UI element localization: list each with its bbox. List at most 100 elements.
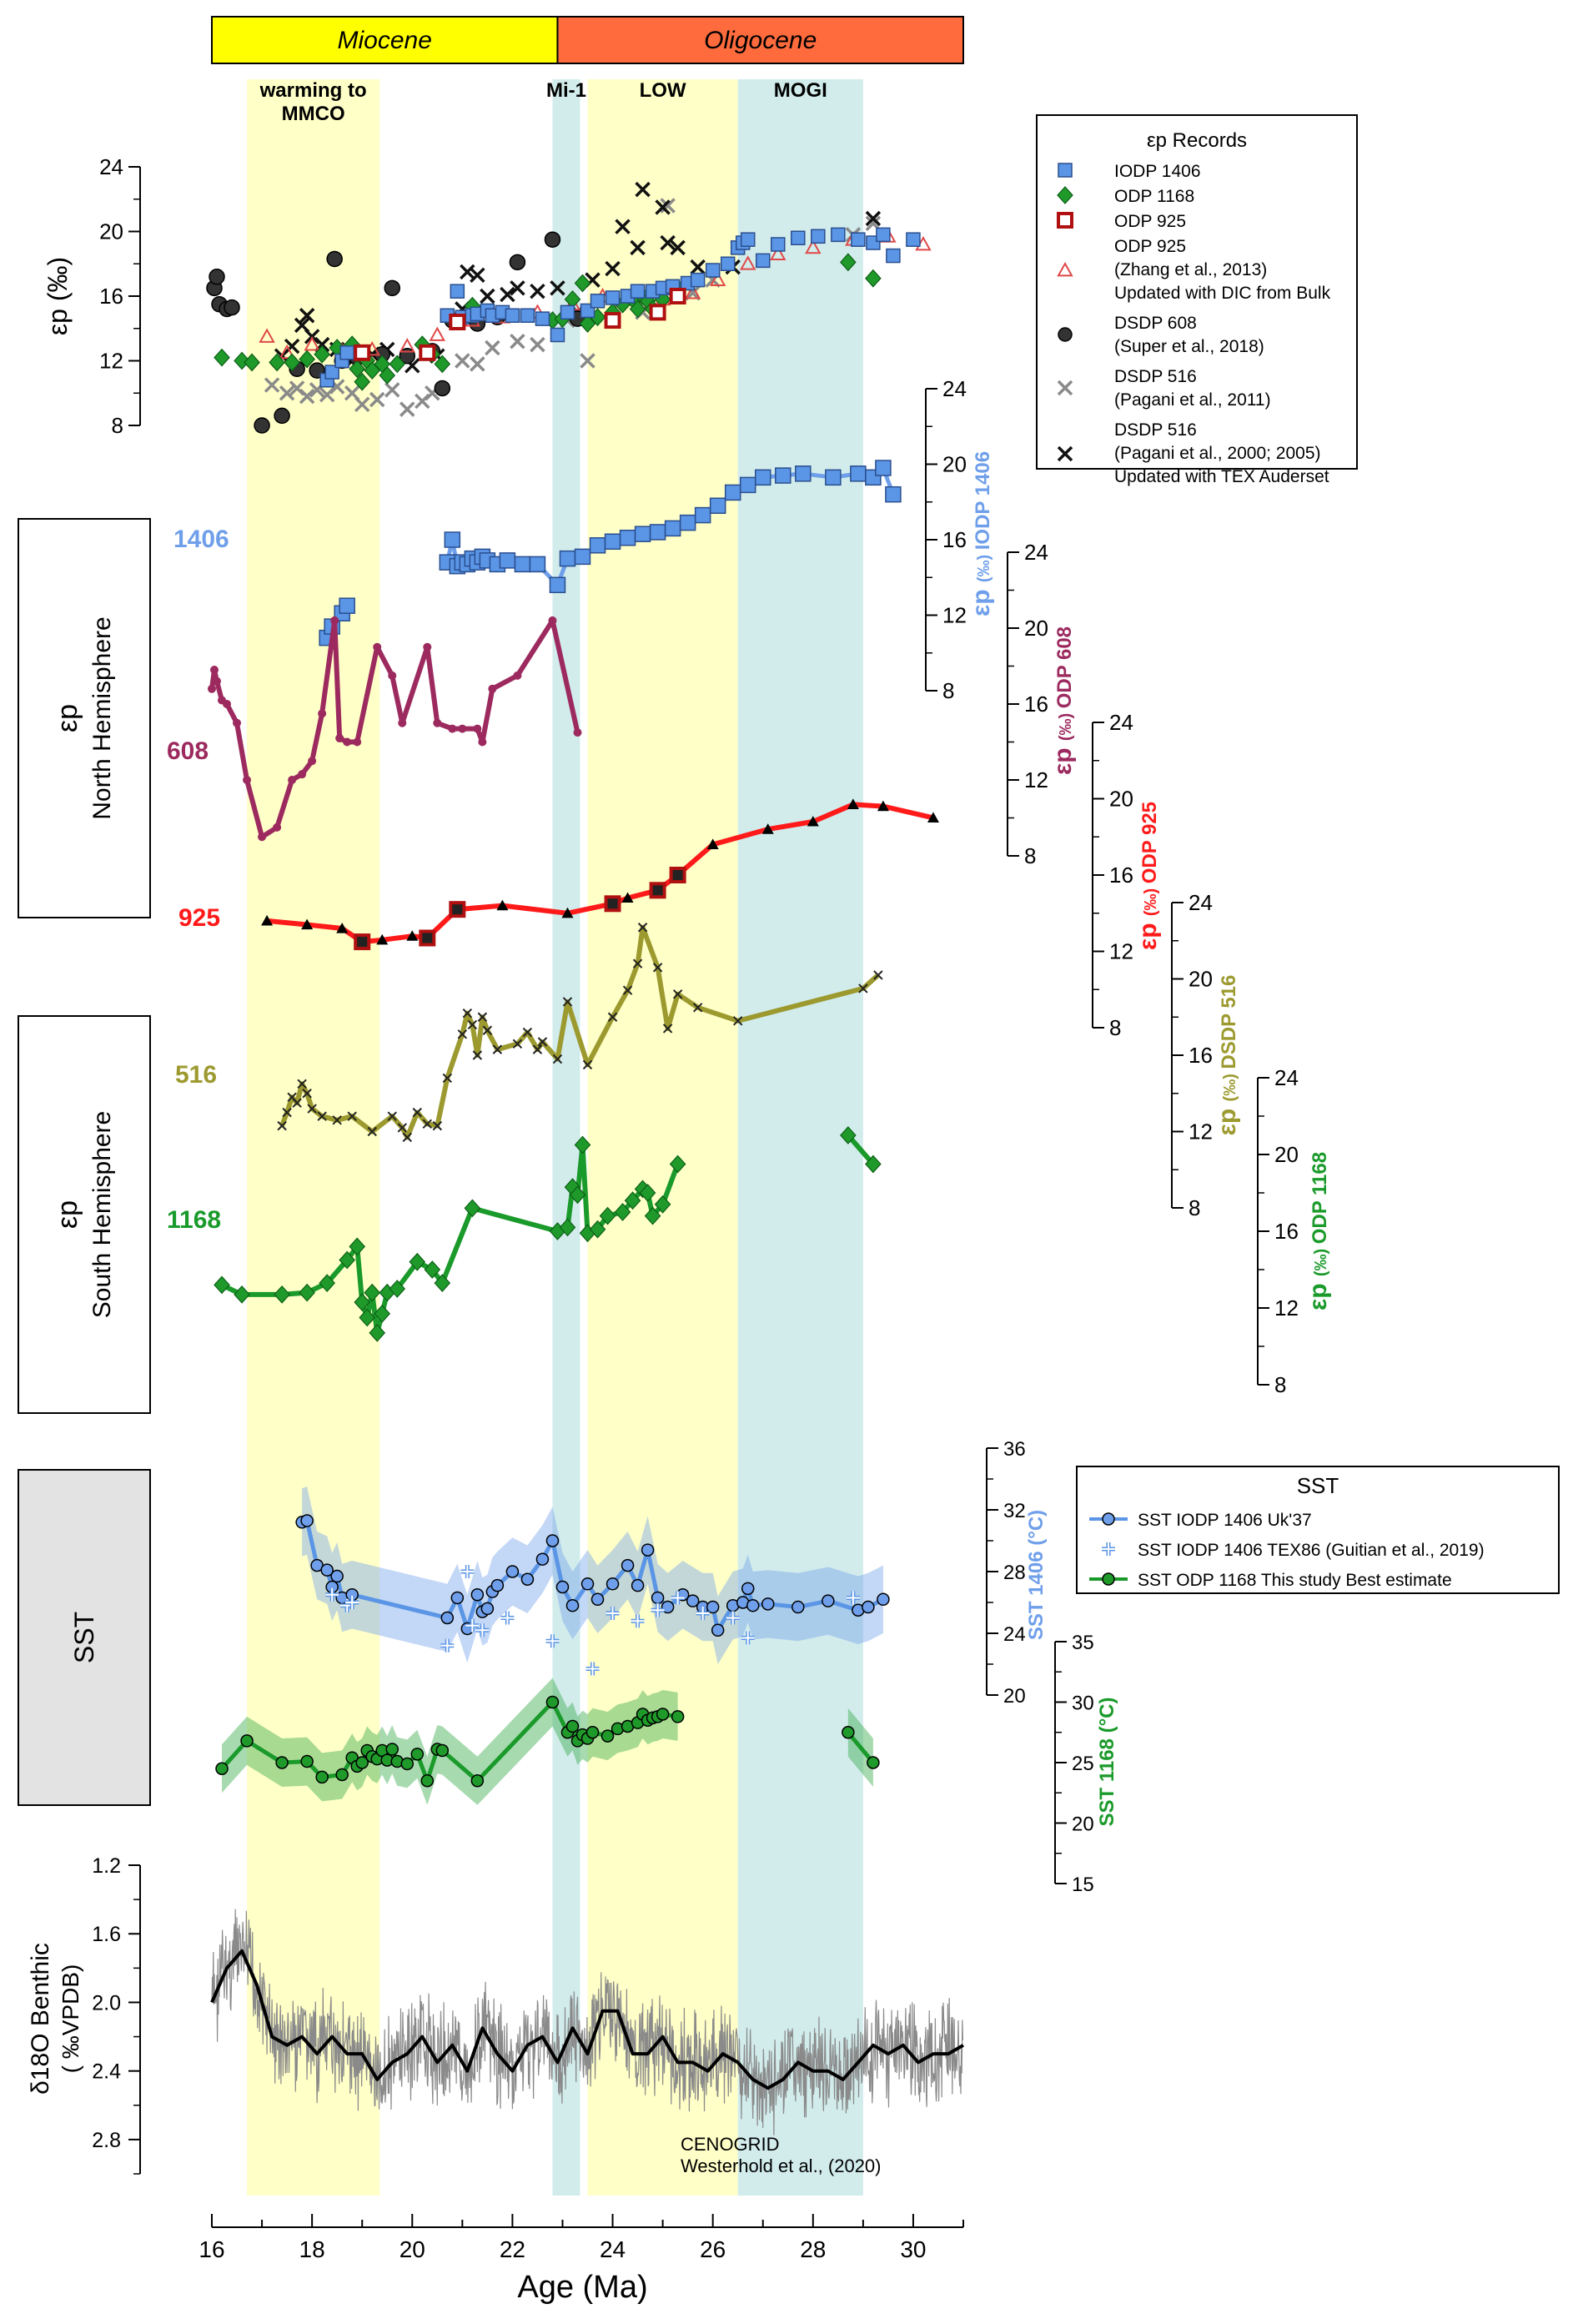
x-tick-label: 20 xyxy=(400,2236,425,2262)
ep-point-s5 xyxy=(455,353,470,369)
ep-point-s6 xyxy=(690,259,706,275)
ax1168-title: εp (‰) ODP 1168 xyxy=(1304,1152,1332,1310)
series-516-point xyxy=(522,1027,533,1038)
sst1406-point xyxy=(440,1611,455,1625)
ep-point-s4 xyxy=(209,269,225,285)
ax1168-tick-label: 8 xyxy=(1274,1372,1286,1397)
sst1168-point xyxy=(315,1770,329,1784)
series-516-point xyxy=(367,1126,377,1137)
ax608-tick-label: 12 xyxy=(1024,767,1048,792)
ax925-tick-label: 16 xyxy=(1109,863,1133,888)
series-608-point xyxy=(330,616,339,625)
sst1406-point xyxy=(741,1582,755,1596)
series-1406-point xyxy=(619,529,636,546)
series-516-point xyxy=(562,997,573,1007)
series-516-point xyxy=(302,1089,312,1099)
series-1168-point xyxy=(569,1185,586,1205)
series-1406-point xyxy=(604,533,621,551)
series-925-point xyxy=(621,892,634,903)
interval-label-line: MOGI xyxy=(774,79,827,102)
series-516-point xyxy=(582,1059,593,1070)
series-608-point xyxy=(223,700,232,708)
series-608-point xyxy=(343,737,352,747)
ep-compilation-panel: 8 12 16 20 24 εp (‰) xyxy=(43,154,932,438)
ep-point-s0 xyxy=(811,229,826,244)
sst1406-point xyxy=(606,1577,620,1591)
ax608-title-part: (‰) xyxy=(1057,708,1075,741)
d18o-tick-label: 2.4 xyxy=(92,2060,121,2084)
series-1406-point xyxy=(559,550,576,567)
ax1406-title-part: (‰) xyxy=(975,550,993,582)
panel-516: 8 12 16 20 24 εp (‰) DSDP 516 516 xyxy=(175,890,1241,1220)
ep-point-s0 xyxy=(740,232,756,247)
sst-legend: SST SST IODP 1406 Uk'37 SST IODP 1406 TEX8… xyxy=(1076,1466,1560,1594)
series-1406-point xyxy=(885,485,902,503)
series-1168-point xyxy=(369,1324,386,1342)
ax925-tick-label: 24 xyxy=(1109,710,1133,735)
ax1406-tick-label: 16 xyxy=(942,527,967,552)
ep-legend-text-1: ODP 1168 xyxy=(1114,187,1194,206)
ax608-tick-label: 16 xyxy=(1024,692,1048,717)
ep-point-s2 xyxy=(669,288,686,304)
sst1406-point xyxy=(505,1565,520,1578)
ep-point-s5 xyxy=(400,401,415,417)
sst1168-point xyxy=(671,1710,685,1723)
ep-point-s4 xyxy=(254,417,270,434)
series-1168-point xyxy=(359,1308,376,1327)
sst1168-point xyxy=(400,1757,415,1771)
series-1168-point xyxy=(319,1274,335,1292)
x-tick-label: 28 xyxy=(800,2236,826,2262)
series-925-point xyxy=(847,798,859,809)
ep-point-s1 xyxy=(629,299,646,319)
series-1168-line-2 xyxy=(846,1134,876,1166)
sst1168-point xyxy=(545,1695,560,1709)
series-925-highlight xyxy=(604,895,621,913)
south-box-title: εp xyxy=(52,1200,83,1229)
sst1406-tex-point-core xyxy=(696,1606,710,1620)
sst-legend-text-2: SST ODP 1168 This study Best estimate xyxy=(1138,1571,1452,1590)
cenogrid-label-1: CENOGRID xyxy=(681,2134,780,2155)
series-516-point xyxy=(472,1050,483,1060)
ep-point-s5 xyxy=(384,382,400,398)
ep-point-s0 xyxy=(605,290,621,305)
ax925-tick-label: 20 xyxy=(1109,787,1133,812)
sst1168-point xyxy=(385,1743,399,1756)
ep-point-s1 xyxy=(234,351,250,370)
series-1168-point xyxy=(389,1280,406,1298)
sst1168-point xyxy=(300,1754,314,1768)
ep-point-s0 xyxy=(851,232,866,247)
ep-point-s3 xyxy=(429,326,445,341)
label-608: 608 xyxy=(167,737,209,765)
ep-top-axis-title: εp (‰) xyxy=(43,257,73,335)
series-516-point xyxy=(512,1039,523,1049)
panel-925: 8 12 16 20 24 εp (‰) ODP 925 925 xyxy=(178,710,1162,1040)
series-608-point xyxy=(398,718,407,727)
ep-point-s6 xyxy=(500,286,515,303)
ep-legend-marker-1 xyxy=(1057,186,1073,204)
ax608-title-part: εp xyxy=(1049,741,1077,775)
ep-point-s1 xyxy=(284,353,300,372)
series-925-point xyxy=(561,907,574,918)
ep-point-s0 xyxy=(560,304,575,320)
sst1406-point xyxy=(661,1600,675,1614)
series-516-point xyxy=(292,1098,302,1108)
series-925-point xyxy=(406,930,419,941)
series-608-point xyxy=(308,757,317,766)
ep-point-s3 xyxy=(399,338,415,353)
sst1406-point xyxy=(320,1563,334,1577)
north-box-sub: North Hemisphere xyxy=(88,616,116,819)
sst1406-point xyxy=(746,1598,760,1612)
series-1406-point xyxy=(499,552,516,569)
sst-box xyxy=(18,1469,151,1806)
sst1168-axis-title: SST 1168 (°C) xyxy=(1096,1698,1118,1827)
series-608-point xyxy=(335,733,344,742)
series-608-point xyxy=(273,822,282,832)
ep-legend: εp Records IODP 1406 ODP 1168 ODP 925 ODP 92… xyxy=(1036,114,1358,486)
series-608-point xyxy=(210,666,219,675)
ax1406-tick-label: 24 xyxy=(942,376,967,401)
sst1168-point xyxy=(470,1774,485,1788)
series-608-point xyxy=(233,718,242,727)
ep-point-s1 xyxy=(354,372,371,391)
ax1406-title-part: εp xyxy=(967,582,995,616)
ep-legend-marker-4 xyxy=(1058,327,1073,342)
